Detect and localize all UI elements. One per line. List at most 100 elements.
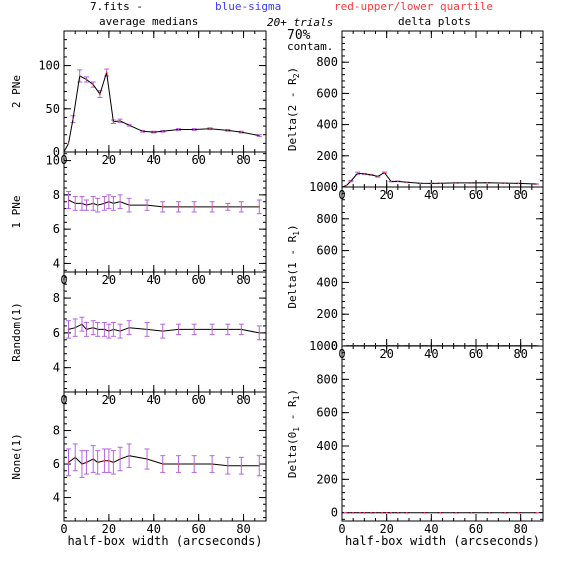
data-point	[430, 182, 433, 185]
legend-blue-sigma: blue-sigma	[215, 0, 281, 13]
y-tick-label: 200	[316, 307, 338, 321]
data-point	[74, 202, 77, 205]
y-tick-label: 0	[331, 506, 338, 520]
x-tick-label: 0	[60, 522, 67, 536]
data-point	[390, 511, 392, 514]
data-point	[374, 511, 377, 514]
x-tick-label: 20	[102, 393, 116, 407]
data-point	[390, 180, 392, 183]
x-tick-label: 20	[379, 188, 393, 202]
data-point	[193, 328, 195, 331]
data-point	[92, 326, 94, 329]
x-tick-label: 80	[236, 522, 250, 536]
data-point	[146, 204, 148, 206]
trials-label: 20+ trials	[267, 16, 333, 29]
data-point	[240, 464, 243, 467]
y-tick-label: 4	[53, 361, 60, 375]
data-point	[81, 323, 83, 325]
y-axis-label-text: 1 PNe	[10, 195, 23, 228]
data-point	[193, 128, 195, 131]
y-tick-label: 0	[53, 145, 60, 159]
y-tick-label: 600	[316, 86, 338, 100]
x-tick-label: 60	[469, 522, 483, 536]
data-point	[67, 199, 70, 201]
x-tick-label: 40	[147, 153, 161, 167]
data-point	[128, 204, 130, 206]
data-point	[258, 464, 261, 467]
data-point	[92, 202, 94, 205]
panel-frame	[63, 271, 267, 393]
data-point	[352, 511, 354, 514]
data-point	[85, 78, 88, 81]
y-axis-label-end: )	[286, 389, 299, 396]
y-axis-label-text: Delta(2 - R	[286, 78, 299, 151]
data-point	[112, 202, 115, 205]
panel-frame	[63, 391, 267, 522]
data-point	[258, 134, 261, 137]
data-point	[141, 130, 144, 133]
y-tick-label: 600	[316, 244, 338, 258]
data-point	[470, 511, 473, 514]
y-tick-label: 10	[46, 154, 60, 168]
left-column-title: average medians	[99, 15, 198, 28]
data-point	[67, 142, 70, 145]
data-point	[535, 183, 538, 185]
x-tick-label: 20	[379, 522, 393, 536]
series-group	[342, 171, 539, 187]
data-point	[119, 200, 121, 203]
y-tick-label: 6	[53, 457, 60, 471]
data-point	[439, 511, 442, 514]
data-point	[177, 128, 180, 131]
y-axis-label: Delta(01 - R1)	[286, 389, 301, 478]
x-tick-label: 60	[469, 188, 483, 202]
data-point	[535, 511, 538, 514]
data-point	[227, 328, 229, 331]
y-tick-label: 8	[53, 291, 60, 305]
series-group	[64, 68, 262, 152]
x-tick-label: 20	[102, 522, 116, 536]
y-axis-label-text: None(1)	[10, 433, 23, 479]
panel-3: 4 6 80 20 40 60 80 Random(1)	[10, 271, 267, 407]
data-point	[108, 330, 110, 332]
x-tick-label: 60	[191, 393, 205, 407]
y-axis-label-text: Delta(1 - R	[286, 235, 299, 308]
y-axis-label-end: )	[286, 67, 299, 74]
x-axis-label: half-box width (arcseconds)	[345, 534, 540, 548]
y-axis-label-text: Random(1)	[10, 302, 23, 362]
y-axis-label-subscript: 1	[292, 231, 301, 236]
right-column-title: delta plots	[398, 15, 471, 28]
y-tick-label: 6	[53, 222, 60, 236]
series-group	[65, 443, 262, 478]
y-tick-label: 4	[53, 491, 60, 505]
data-point	[240, 131, 243, 133]
data-point	[103, 459, 106, 462]
x-tick-label: 80	[513, 522, 527, 536]
x-tick-label: 40	[147, 522, 161, 536]
data-point	[78, 75, 81, 77]
data-point	[108, 200, 110, 203]
data-point	[517, 511, 520, 514]
data-point	[119, 330, 121, 332]
data-point	[405, 511, 408, 514]
data-point	[81, 463, 83, 465]
panel-frame	[341, 345, 544, 522]
data-point	[258, 206, 261, 208]
series-group	[343, 511, 539, 514]
data-point	[105, 71, 108, 74]
y-tick-label: 1000	[309, 180, 338, 194]
y-tick-label: 800	[316, 372, 338, 386]
data-point	[211, 328, 213, 331]
x-tick-label: 0	[338, 522, 345, 536]
x-tick-label: 20	[379, 347, 393, 361]
data-point	[99, 93, 101, 95]
data-point	[85, 328, 88, 331]
data-point	[96, 328, 99, 331]
y-tick-label: 800	[316, 212, 338, 226]
data-point	[128, 454, 130, 457]
data-point	[363, 511, 366, 514]
data-point	[240, 206, 243, 208]
y-axis-label: 2 PNe	[10, 75, 23, 108]
data-point	[112, 120, 115, 123]
